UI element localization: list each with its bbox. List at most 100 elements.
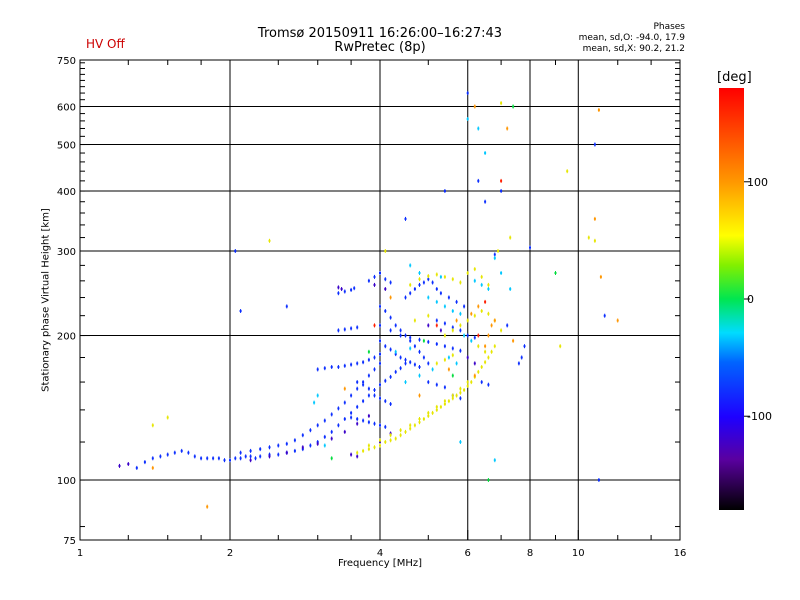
scatter-point-cross <box>409 346 411 351</box>
scatter-point-cross <box>277 452 279 457</box>
scatter-point-cross <box>414 287 416 291</box>
scatter-point-cross <box>419 393 420 398</box>
scatter-point-cross <box>456 318 458 323</box>
scatter-point-cross <box>419 349 420 354</box>
scatter-point-cross <box>344 400 346 405</box>
scatter-point-cross <box>436 318 438 323</box>
scatter-point-cross <box>604 313 606 318</box>
scatter-point-cross <box>419 420 420 425</box>
scatter-point-cross <box>374 388 375 392</box>
scatter-point-cross <box>187 450 189 455</box>
scatter-point-cross <box>477 304 479 309</box>
scatter-point-cross <box>368 357 370 362</box>
scatter-point-cross <box>341 287 343 291</box>
scatter-point-cross <box>362 380 364 385</box>
scatter-point-cross <box>384 249 386 253</box>
scatter-point-cross <box>240 309 242 313</box>
scatter-point-cross <box>452 353 454 358</box>
scatter-point-cross <box>206 456 208 461</box>
scatter-point-cross <box>344 327 346 332</box>
scatter-point-cross <box>294 438 296 443</box>
scatter-point-cross <box>474 335 476 340</box>
y-tick-label: 600 <box>57 103 76 114</box>
scatter-point-cross <box>448 355 450 360</box>
scatter-point-cross <box>390 295 392 300</box>
scatter-point-cross <box>152 465 154 470</box>
grid-lines <box>80 60 680 540</box>
scatter-point-cross <box>409 426 411 431</box>
scatter-point-cross <box>390 438 392 443</box>
scatter-point-cross <box>444 304 446 309</box>
scatter-point-cross <box>409 360 411 365</box>
scatter-point-cross <box>444 357 446 362</box>
scatter-point-cross <box>448 295 450 300</box>
scatter-point-cross <box>467 380 469 385</box>
scatter-point-cross <box>467 117 469 121</box>
colorbar-tick-label: -100 <box>747 410 772 423</box>
scatter-point-cross <box>467 355 469 360</box>
scatter-point-cross <box>518 361 520 366</box>
scatter-point-cross <box>324 443 326 448</box>
scatter-point-cross <box>427 313 429 318</box>
scatter-point-cross <box>212 456 214 461</box>
scatter-point-cross <box>409 338 411 343</box>
scatter-point-cross <box>390 328 392 333</box>
scatter-point-cross <box>350 410 352 415</box>
scatter-point-cross <box>427 410 429 415</box>
scatter-point-cross <box>384 440 386 444</box>
scatter-point-cross <box>317 441 319 446</box>
scatter-point-cross <box>566 169 568 174</box>
scatter-point-cross <box>356 417 358 421</box>
scatter-point-cross <box>356 450 358 455</box>
scatter-point-cross <box>494 458 496 463</box>
scatter-point-cross <box>362 382 364 387</box>
scatter-point-cross <box>356 454 358 459</box>
chart-title: Tromsø 20150911 16:26:00–16:27:43 <box>257 26 503 41</box>
scatter-point-cross <box>395 436 397 441</box>
scatter-point-cross <box>309 443 311 448</box>
scatter-point-cross <box>317 367 319 372</box>
scatter-point-cross <box>409 291 411 296</box>
scatter-point-cross <box>409 335 411 340</box>
scatter-point-cross <box>356 361 358 366</box>
scatter-point-cross <box>313 400 315 405</box>
scatter-point-cross <box>444 402 446 406</box>
scatter-point-cross <box>423 355 425 360</box>
scatter-point-cross <box>484 151 486 155</box>
scatter-point-cross <box>436 407 438 412</box>
scatter-point-cross <box>432 367 434 372</box>
scatter-point-cross <box>484 360 486 365</box>
y-tick-label: 75 <box>63 536 76 547</box>
scatter-point-cross <box>452 373 454 378</box>
scatter-point-cross <box>529 245 531 250</box>
scatter-point-cross <box>494 318 496 323</box>
scatter-point-cross <box>423 417 425 421</box>
scatter-point-cross <box>379 338 381 343</box>
scatter-point-cross <box>467 333 469 338</box>
scatter-point-cross <box>474 267 476 272</box>
scatter-point-cross <box>136 465 138 470</box>
colorbar-ticks: 100 0 -100 <box>744 176 772 423</box>
x-tick-label: 6 <box>465 548 471 559</box>
scatter-point-cross <box>353 286 355 291</box>
scatter-point-cross <box>500 189 502 193</box>
scatter-point-cross <box>356 386 358 391</box>
scatter-point-cross <box>374 323 375 328</box>
scatter-point-cross <box>500 328 502 333</box>
x-tick-label: 4 <box>377 548 383 559</box>
hv-status-label: HV Off <box>86 37 125 51</box>
scatter-point-cross <box>362 399 364 404</box>
scatter-point-cross <box>344 386 346 391</box>
scatter-point-cross <box>405 333 406 338</box>
scatter-point-cross <box>384 309 386 313</box>
scatter-point-cross <box>331 436 333 441</box>
scatter-point-cross <box>427 339 429 344</box>
phases-title: Phases <box>653 22 685 32</box>
scatter-point-cross <box>379 304 381 309</box>
scatter-point-cross <box>152 423 154 428</box>
scatter-point-cross <box>477 344 479 349</box>
scatter-point-cross <box>350 362 352 367</box>
scatter-point-cross <box>395 369 397 374</box>
scatter-point-cross <box>491 349 493 354</box>
